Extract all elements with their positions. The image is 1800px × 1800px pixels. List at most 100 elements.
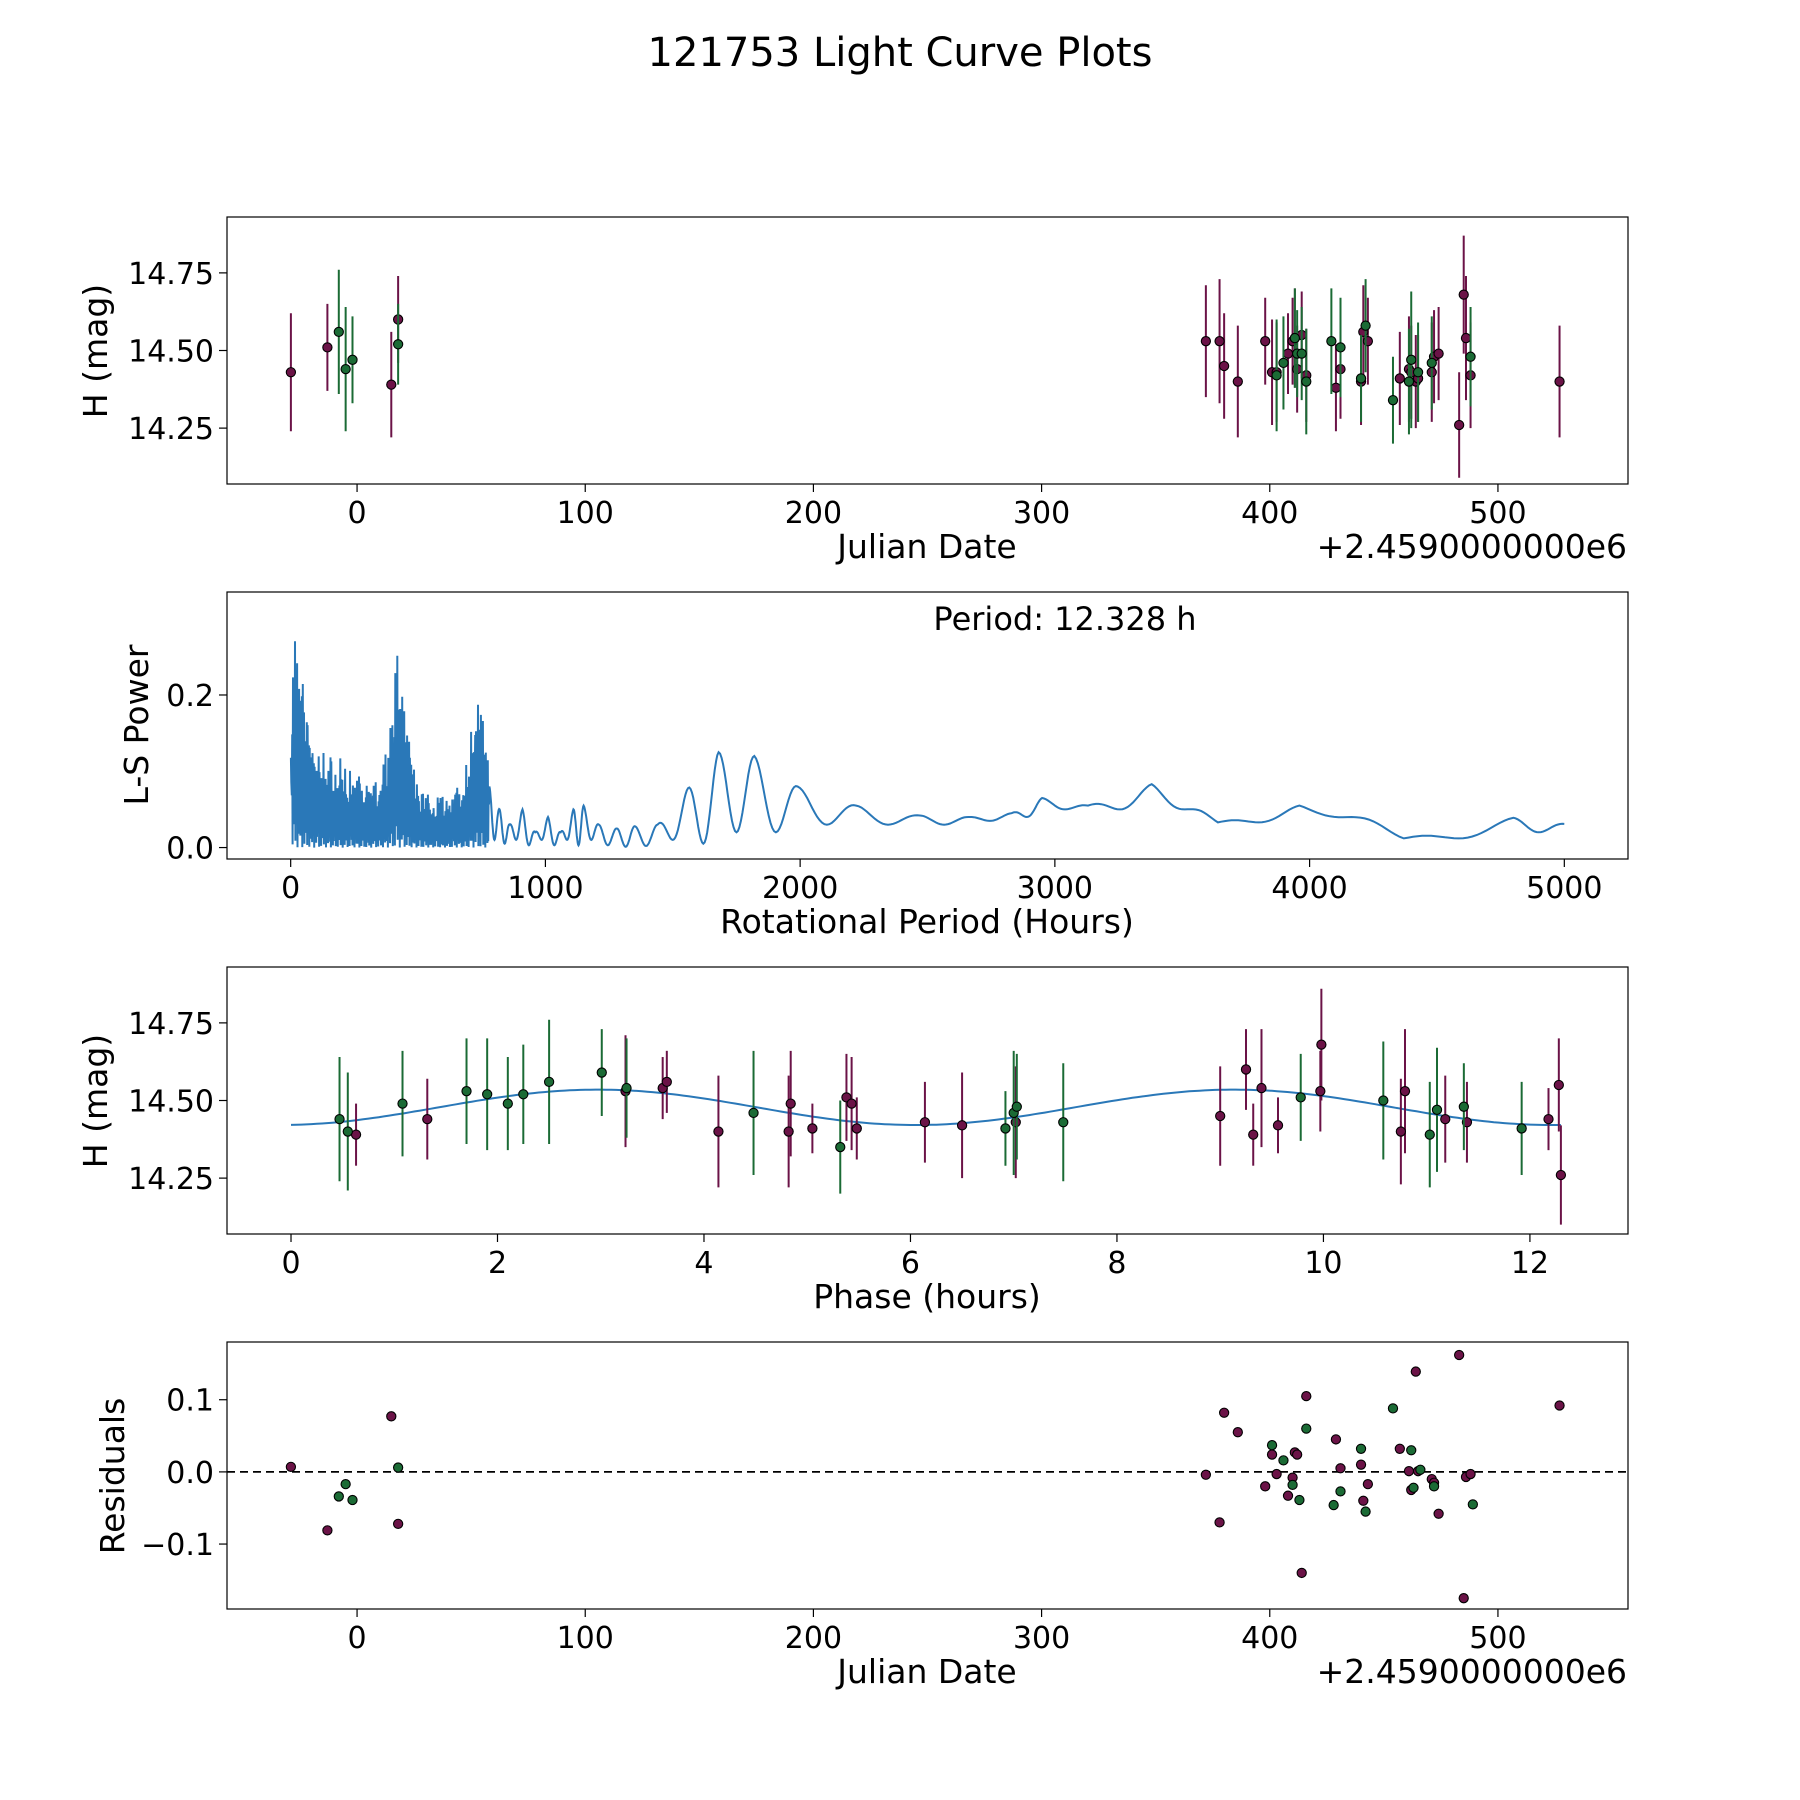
periodogram-axes-frame — [226, 591, 1629, 860]
x-tick-label: 500 — [1469, 496, 1526, 531]
periodogram-x-ticks: 0 1000 2000 3000 4000 5000 — [281, 859, 1602, 906]
green-data-point — [1301, 376, 1312, 387]
magenta-data-point — [322, 1525, 333, 1536]
green-data-point — [1415, 1464, 1426, 1475]
phase-y-label: H (mag) — [76, 1034, 115, 1168]
lightcurve-plot-area — [285, 235, 1565, 478]
green-data-point — [1287, 1479, 1298, 1491]
magenta-data-point — [785, 1098, 796, 1109]
magenta-data-point — [1260, 336, 1271, 347]
periodogram-x-label: Rotational Period (Hours) — [720, 902, 1134, 941]
magenta-data-point — [1330, 1434, 1342, 1445]
residuals-panel: 0 100 200 300 400 500 −0.10.00.1 Julian Date … — [93, 1341, 1629, 1691]
y-tick-label: −0.1 — [141, 1528, 214, 1563]
x-tick-label: 100 — [557, 496, 614, 531]
green-data-point — [333, 326, 344, 338]
green-data-point — [1360, 1506, 1371, 1517]
green-data-point — [1355, 373, 1367, 384]
magenta-data-point — [846, 1098, 857, 1109]
x-tick-label: 8 — [1107, 1246, 1126, 1281]
phase-plot-area — [290, 988, 1567, 1225]
green-data-point — [1424, 1129, 1435, 1140]
green-data-point — [347, 1494, 358, 1506]
magenta-data-point — [1543, 1113, 1554, 1125]
magenta-data-point — [1465, 1468, 1476, 1480]
magenta-data-point — [1410, 1366, 1421, 1377]
periodogram-y-label: L-S Power — [117, 644, 156, 805]
magenta-data-point — [1394, 1443, 1405, 1454]
magenta-data-point — [1355, 1459, 1367, 1470]
magenta-data-point — [1200, 336, 1212, 347]
magenta-data-point — [851, 1123, 862, 1134]
x-tick-label: 2000 — [762, 871, 838, 906]
magenta-data-point — [1433, 348, 1444, 359]
x-tick-label: 1000 — [507, 871, 583, 906]
green-data-point — [482, 1089, 493, 1100]
magenta-data-point — [713, 1126, 724, 1137]
green-data-point — [1271, 370, 1282, 381]
magenta-data-point — [1403, 1466, 1415, 1477]
x-tick-label: 5000 — [1526, 871, 1602, 906]
green-data-point — [596, 1067, 607, 1078]
green-data-point — [340, 1479, 351, 1490]
green-data-point — [1335, 342, 1346, 353]
x-tick-label: 0 — [348, 496, 367, 531]
green-data-point — [397, 1098, 408, 1109]
x-tick-label: 0 — [281, 1246, 300, 1281]
magenta-data-point — [1553, 1079, 1564, 1091]
magenta-data-point — [1010, 1117, 1021, 1128]
magenta-data-point — [1296, 1567, 1307, 1579]
periodogram-y-ticks: 0.0 0.2 — [166, 679, 227, 867]
green-data-point — [334, 1113, 345, 1125]
residuals-y-label: Residuals — [93, 1398, 132, 1555]
y-tick-label: 14.50 — [128, 335, 214, 370]
magenta-data-point — [1214, 336, 1225, 347]
magenta-data-point — [919, 1117, 931, 1128]
residuals-x-label: Julian Date — [835, 1652, 1017, 1691]
period-annotation: Period: 12.328 h — [933, 600, 1196, 638]
magenta-data-point — [1399, 1086, 1411, 1097]
y-tick-label: 14.50 — [128, 1085, 214, 1120]
magenta-data-point — [1453, 1349, 1465, 1361]
x-tick-label: 10 — [1304, 1246, 1342, 1281]
green-data-point — [1408, 1482, 1419, 1493]
x-tick-label: 300 — [1013, 1621, 1070, 1656]
x-tick-label: 3000 — [1017, 871, 1093, 906]
magenta-data-point — [1218, 1407, 1230, 1418]
magenta-data-point — [956, 1120, 968, 1131]
green-data-point — [1378, 1095, 1389, 1106]
residuals-axes-frame — [226, 1341, 1629, 1610]
magenta-data-point — [1453, 419, 1465, 431]
green-data-point — [1301, 1423, 1312, 1434]
magenta-data-point — [1555, 1169, 1567, 1181]
green-data-point — [1278, 357, 1289, 369]
green-data-point — [1011, 1101, 1022, 1112]
x-tick-label: 2 — [488, 1246, 507, 1281]
lightcurve-panel: 0 100 200 300 400 500 14.25 14.50 14.75 Julian … — [76, 216, 1629, 566]
magenta-data-point — [285, 1461, 297, 1472]
magenta-data-point — [1433, 1508, 1444, 1519]
magenta-data-point — [285, 367, 297, 378]
magenta-data-point — [1458, 1593, 1469, 1604]
phase-axes-frame — [226, 966, 1629, 1235]
x-tick-label: 400 — [1241, 1621, 1298, 1656]
lightcurve-x-offset: +2.4590000000e6 — [1317, 527, 1627, 566]
magenta-data-point — [322, 342, 333, 353]
magenta-data-point — [386, 1411, 397, 1422]
magenta-data-point — [1315, 1086, 1326, 1097]
lightcurve-x-ticks: 0 100 200 300 400 500 — [348, 484, 1527, 531]
magenta-data-point — [1440, 1113, 1451, 1125]
magenta-data-point — [1554, 376, 1565, 387]
x-tick-label: 0 — [348, 1621, 367, 1656]
green-data-point — [1467, 1499, 1478, 1510]
x-tick-label: 200 — [785, 1621, 842, 1656]
magenta-data-point — [392, 1518, 404, 1529]
magenta-data-point — [1460, 332, 1472, 344]
magenta-data-point — [661, 1076, 672, 1088]
magenta-data-point — [1240, 1064, 1252, 1075]
green-data-point — [1295, 1092, 1306, 1103]
magenta-data-point — [783, 1126, 794, 1137]
magenta-data-point — [1394, 373, 1405, 384]
y-tick-label: 0.0 — [166, 832, 214, 867]
